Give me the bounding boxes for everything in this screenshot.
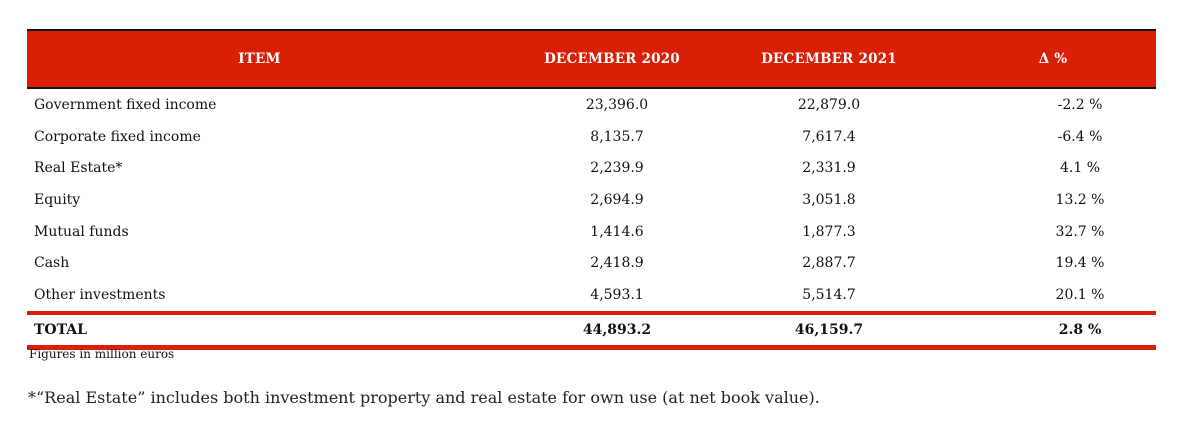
top-rule xyxy=(27,29,1156,31)
row-value-2020: 2,239.9 xyxy=(590,160,644,177)
row-value-2020: 2,694.9 xyxy=(590,191,644,208)
row-value-2021: 5,514.7 xyxy=(802,286,856,303)
table-row: Cash 2,418.9 2,887.7 19.4 % xyxy=(27,247,1156,279)
row-value-2021: 7,617.4 xyxy=(802,128,856,145)
real-estate-footnote: *“Real Estate” includes both investment … xyxy=(28,388,820,407)
row-label: Government fixed income xyxy=(34,96,217,113)
row-label: Equity xyxy=(34,191,81,208)
header-december-2020: DECEMBER 2020 xyxy=(544,51,680,67)
row-value-2021: 2,887.7 xyxy=(802,255,856,272)
row-value-2021: 3,051.8 xyxy=(802,191,856,208)
row-value-2021: 22,879.0 xyxy=(797,96,861,113)
header-item: ITEM xyxy=(238,51,281,67)
header-rule xyxy=(27,87,1156,89)
row-value-2020: 2,418.9 xyxy=(590,255,644,272)
row-delta: 13.2 % xyxy=(1055,191,1105,208)
units-note: Figures in million euros xyxy=(29,347,175,361)
table-header: ITEM DECEMBER 2020 DECEMBER 2021 Δ % xyxy=(27,31,1156,87)
row-value-2020: 23,396.0 xyxy=(585,96,649,113)
row-value-2020: 8,135.7 xyxy=(590,128,644,145)
total-row: TOTAL 44,893.2 46,159.7 2.8 % xyxy=(27,315,1156,345)
header-december-2021: DECEMBER 2021 xyxy=(761,51,897,67)
row-label: Cash xyxy=(34,255,70,272)
header-delta-percent: Δ % xyxy=(1038,51,1068,67)
total-value-2020: 44,893.2 xyxy=(582,321,652,338)
total-value-2021: 46,159.7 xyxy=(794,321,864,338)
row-delta: -2.2 % xyxy=(1057,96,1103,113)
row-value-2020: 1,414.6 xyxy=(590,223,644,240)
row-label: Real Estate* xyxy=(34,160,123,177)
row-delta: 32.7 % xyxy=(1055,223,1105,240)
investment-table: ITEM DECEMBER 2020 DECEMBER 2021 Δ % Gov… xyxy=(27,29,1156,350)
table-row: Corporate fixed income 8,135.7 7,617.4 -… xyxy=(27,121,1156,153)
row-delta: 4.1 % xyxy=(1059,160,1101,177)
row-value-2021: 2,331.9 xyxy=(802,160,856,177)
row-label: Corporate fixed income xyxy=(34,128,201,145)
row-value-2021: 1,877.3 xyxy=(802,223,856,240)
table-row: Other investments 4,593.1 5,514.7 20.1 % xyxy=(27,279,1156,311)
row-delta: 20.1 % xyxy=(1055,286,1105,303)
row-delta: 19.4 % xyxy=(1055,255,1105,272)
table-body: Government fixed income 23,396.0 22,879.… xyxy=(27,89,1156,311)
row-value-2020: 4,593.1 xyxy=(590,286,644,303)
table-row: Mutual funds 1,414.6 1,877.3 32.7 % xyxy=(27,216,1156,248)
row-label: Other investments xyxy=(34,286,166,303)
table-row: Equity 2,694.9 3,051.8 13.2 % xyxy=(27,184,1156,216)
table-row: Real Estate* 2,239.9 2,331.9 4.1 % xyxy=(27,152,1156,184)
row-delta: -6.4 % xyxy=(1057,128,1103,145)
total-bottom-rule xyxy=(27,344,1156,350)
total-top-rule xyxy=(27,310,1156,315)
row-label: Mutual funds xyxy=(34,223,129,240)
total-label: TOTAL xyxy=(34,321,87,338)
table-row: Government fixed income 23,396.0 22,879.… xyxy=(27,89,1156,121)
total-delta: 2.8 % xyxy=(1058,321,1102,338)
